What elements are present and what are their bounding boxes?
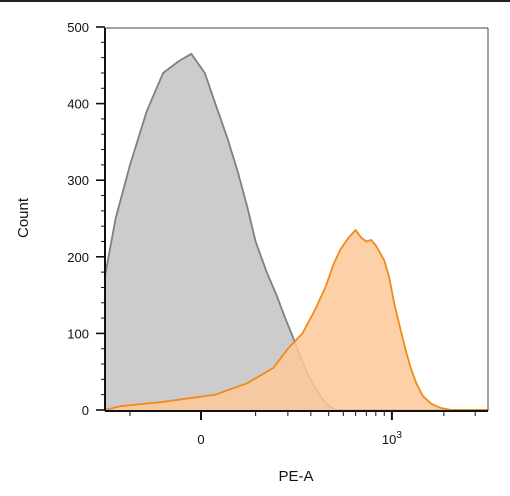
series-2-fill [105, 230, 488, 410]
y-tick-label: 400 [67, 97, 89, 112]
y-tick-label: 300 [67, 173, 89, 188]
y-tick-label: 100 [67, 326, 89, 341]
x-tick-label: 0 [197, 432, 204, 447]
series-layer [104, 52, 488, 411]
y-axis-title: Count [15, 197, 32, 238]
x-axis-title: PE-A [278, 468, 313, 485]
y-axis: 0 100 200 300 400 500 [67, 20, 105, 418]
x-axis: -1030103104105 [129, 411, 476, 447]
series-2-line [104, 229, 488, 411]
plot-frame [104, 27, 489, 412]
y-tick-label: 500 [67, 20, 89, 35]
y-tick-label: 0 [82, 403, 89, 418]
top-border-line [0, 0, 510, 2]
x-tick-label: 103 [382, 430, 402, 447]
y-tick-label: 200 [67, 250, 89, 265]
series-1-fill [105, 53, 488, 411]
